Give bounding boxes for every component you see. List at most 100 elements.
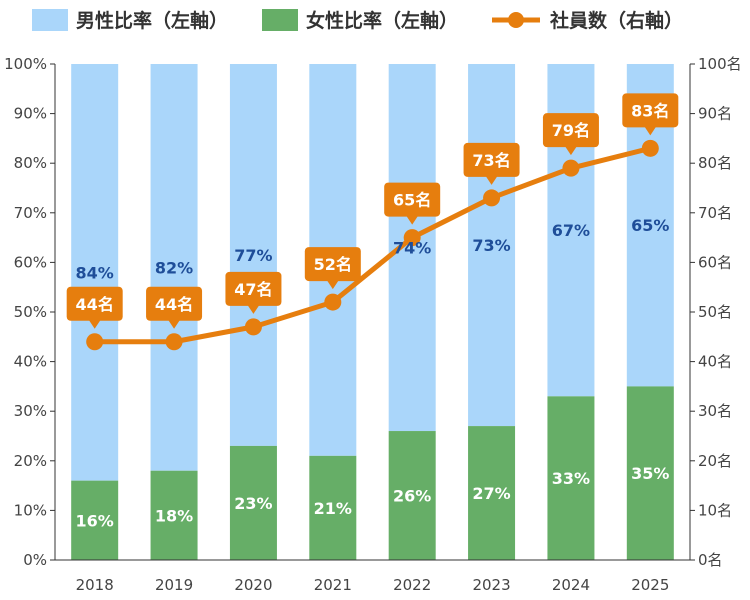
employee-point-2018 bbox=[86, 333, 104, 351]
y-left-tick-label: 60% bbox=[14, 253, 47, 271]
y-left-tick-label: 40% bbox=[14, 353, 47, 371]
x-tick-label: 2023 bbox=[472, 576, 510, 594]
y-right-tick-label: 20名 bbox=[698, 452, 732, 470]
y-right-tick-label: 60名 bbox=[698, 253, 732, 271]
employee-count-label: 79名 bbox=[552, 121, 590, 140]
y-left-tick-label: 10% bbox=[14, 501, 47, 519]
x-tick-label: 2020 bbox=[234, 576, 272, 594]
bar-female-2024 bbox=[547, 396, 595, 560]
y-right-tick-label: 30名 bbox=[698, 402, 732, 420]
y-left-tick-label: 0% bbox=[23, 551, 47, 569]
bar-female-2025 bbox=[626, 386, 674, 560]
legend-swatch-female bbox=[262, 9, 298, 31]
female-pct-label: 16% bbox=[76, 511, 114, 530]
callout-box bbox=[384, 182, 441, 217]
bar-female-2018 bbox=[71, 480, 119, 560]
callout-box bbox=[463, 142, 520, 177]
callout-pointer bbox=[644, 126, 657, 136]
x-tick-label: 2025 bbox=[631, 576, 669, 594]
employee-callout: 73名 bbox=[463, 142, 520, 185]
y-right-tick-label: 40名 bbox=[698, 353, 732, 371]
y-right-tick-label: 80名 bbox=[698, 154, 732, 172]
employee-callout: 44名 bbox=[146, 286, 203, 329]
y-right-tick-label: 0名 bbox=[698, 551, 723, 569]
legend-marker-employees bbox=[508, 12, 524, 28]
y-left-tick-label: 80% bbox=[14, 154, 47, 172]
legend-label-female: 女性比率（左軸） bbox=[306, 9, 458, 32]
female-pct-label: 33% bbox=[552, 469, 590, 488]
x-tick-label: 2022 bbox=[393, 576, 431, 594]
callout-box bbox=[542, 113, 599, 148]
employee-count-label: 52名 bbox=[314, 255, 352, 274]
employee-callout: 65名 bbox=[384, 182, 441, 225]
callout-pointer bbox=[326, 280, 339, 290]
male-pct-label: 74% bbox=[393, 239, 431, 258]
employee-point-2020 bbox=[244, 318, 262, 336]
female-pct-label: 26% bbox=[393, 487, 431, 506]
bar-female-2021 bbox=[309, 455, 357, 560]
callout-box bbox=[146, 286, 203, 321]
bar-female-2023 bbox=[468, 426, 516, 560]
employee-count-label: 73名 bbox=[472, 151, 510, 170]
bar-male-2023 bbox=[468, 64, 516, 427]
male-pct-label: 84% bbox=[76, 263, 114, 282]
x-tick-label: 2018 bbox=[76, 576, 114, 594]
legend: 男性比率（左軸） 女性比率（左軸） 社員数（右軸） bbox=[32, 9, 683, 32]
x-tick-label: 2021 bbox=[314, 576, 352, 594]
employee-point-2025 bbox=[641, 139, 659, 157]
legend-label-employees: 社員数（右軸） bbox=[549, 9, 683, 32]
y-right-tick-label: 70名 bbox=[698, 204, 732, 222]
employee-count-label: 44名 bbox=[155, 295, 193, 314]
bar-male-2018 bbox=[71, 64, 119, 481]
callout-box bbox=[66, 286, 123, 321]
y-right-tick-label: 100名 bbox=[698, 55, 742, 73]
female-pct-label: 35% bbox=[631, 464, 669, 483]
employee-callout: 83名 bbox=[622, 93, 679, 136]
male-pct-label: 82% bbox=[155, 258, 193, 277]
employee-count-label: 44名 bbox=[76, 295, 114, 314]
female-pct-label: 23% bbox=[234, 494, 272, 513]
employee-point-2021 bbox=[324, 293, 342, 311]
axes: 0% 10% 20% 30% 40% 50% 60% 70% 80% 90% 100% 0名 10名 20… bbox=[4, 55, 742, 594]
employee-callout: 47名 bbox=[225, 271, 282, 314]
bar-female-2020 bbox=[229, 445, 277, 560]
employee-count-label: 47名 bbox=[234, 280, 272, 299]
bar-male-2020 bbox=[229, 64, 277, 446]
bar-female-2022 bbox=[388, 431, 436, 560]
x-tick-label: 2024 bbox=[552, 576, 590, 594]
employee-count-label: 83名 bbox=[631, 101, 669, 120]
y-right-tick-label: 90名 bbox=[698, 105, 732, 123]
employee-callout: 44名 bbox=[66, 286, 123, 329]
bar-male-2019 bbox=[150, 64, 198, 471]
employee-point-2022 bbox=[403, 229, 421, 247]
male-pct-label: 65% bbox=[631, 216, 669, 235]
employee-point-2024 bbox=[562, 159, 580, 177]
callout-pointer bbox=[564, 146, 577, 156]
female-pct-label: 18% bbox=[155, 506, 193, 525]
legend-label-male: 男性比率（左軸） bbox=[76, 9, 228, 32]
male-pct-label: 67% bbox=[552, 221, 590, 240]
employee-point-2023 bbox=[483, 189, 501, 207]
female-pct-label: 27% bbox=[472, 484, 510, 503]
employee-line bbox=[86, 139, 659, 351]
x-tick-label: 2019 bbox=[155, 576, 193, 594]
y-left-tick-label: 50% bbox=[14, 303, 47, 321]
y-right-tick-label: 50名 bbox=[698, 303, 732, 321]
y-left-tick-label: 20% bbox=[14, 452, 47, 470]
employee-line-path bbox=[94, 145, 651, 345]
employee-callout: 52名 bbox=[304, 247, 361, 290]
y-left-tick-label: 30% bbox=[14, 402, 47, 420]
callout-pointer bbox=[247, 304, 260, 314]
female-pct-label: 21% bbox=[314, 499, 352, 518]
callout-pointer bbox=[485, 175, 498, 185]
employee-count-label: 65名 bbox=[393, 191, 431, 210]
y-left-tick-label: 90% bbox=[14, 105, 47, 123]
employee-point-2019 bbox=[165, 333, 183, 351]
bar-female-2019 bbox=[150, 470, 198, 560]
employee-callout: 79名 bbox=[542, 113, 599, 156]
callout-pointer bbox=[168, 319, 181, 329]
y-left-tick-label: 100% bbox=[4, 55, 47, 73]
bars bbox=[71, 64, 674, 560]
callout-pointer bbox=[406, 215, 419, 225]
